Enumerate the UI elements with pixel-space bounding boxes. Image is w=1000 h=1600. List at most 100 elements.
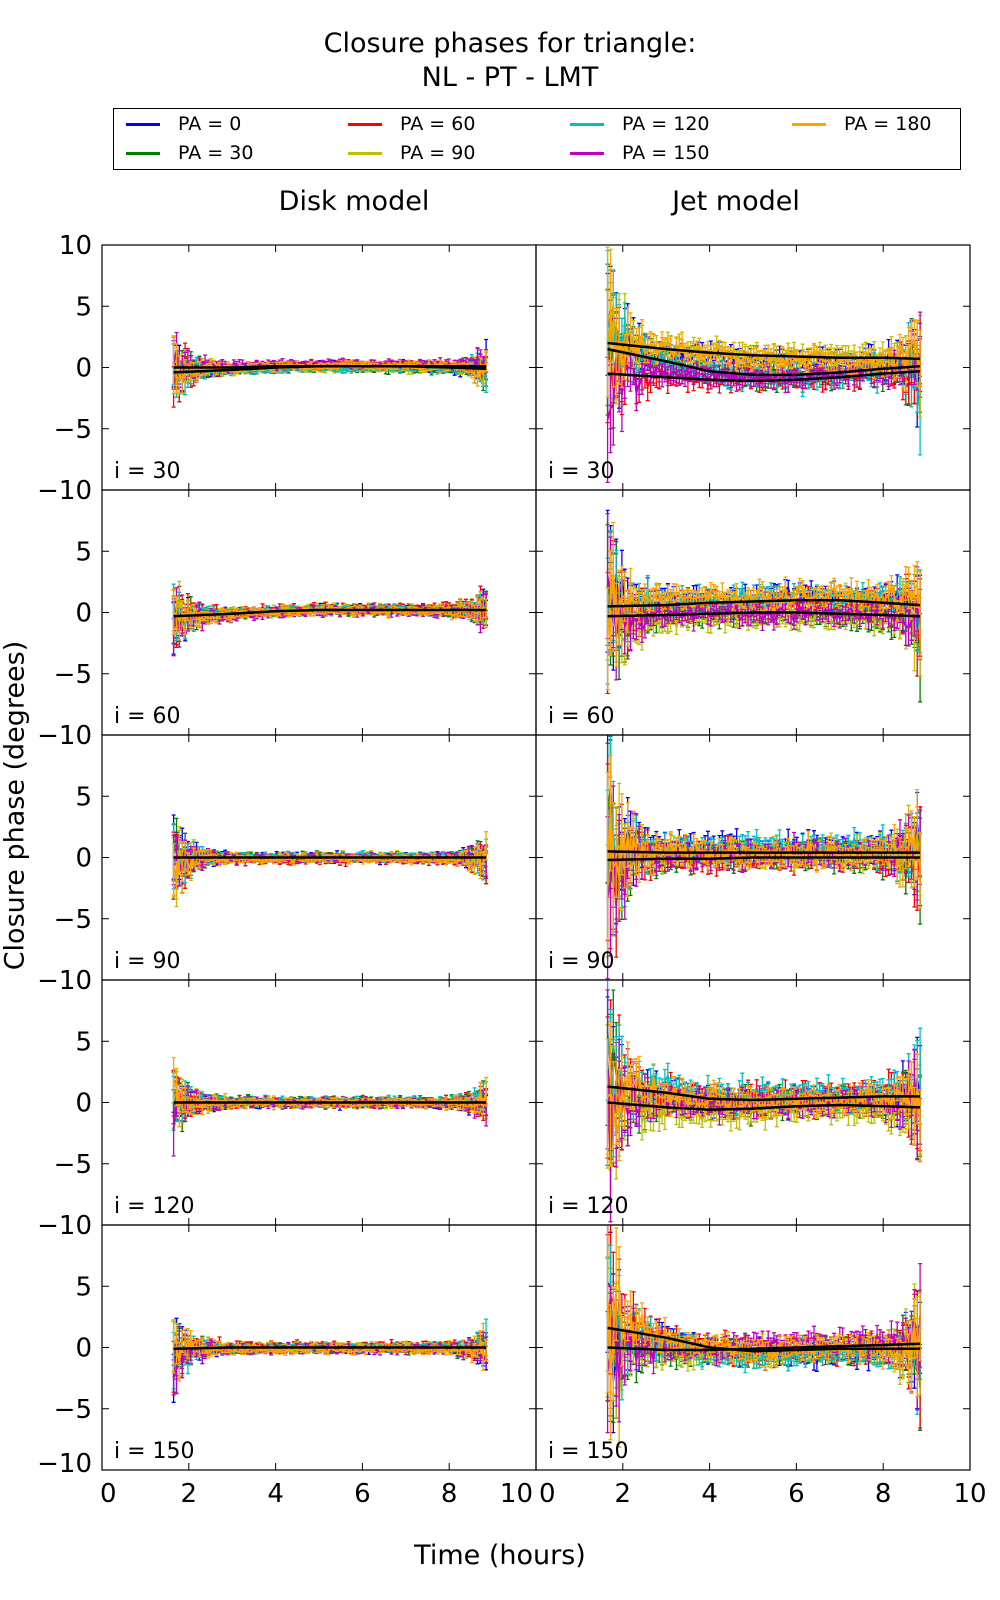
error-bars-series-6 [605, 1225, 923, 1441]
panel-label: i = 120 [548, 1194, 629, 1219]
panel-label: i = 150 [114, 1439, 195, 1464]
panel-label: i = 90 [548, 949, 615, 974]
y-tick-label: −10 [37, 721, 92, 751]
y-tick-label: 5 [75, 782, 92, 812]
trend-line [607, 1342, 921, 1352]
panel-label: i = 60 [548, 704, 615, 729]
legend-entry: PA = 30 [126, 142, 253, 164]
trend-line [607, 850, 921, 854]
error-bars-series-0 [171, 1317, 489, 1403]
legend-swatch [570, 151, 604, 155]
x-tick-label: 6 [354, 1479, 371, 1509]
series-line-5 [606, 575, 921, 638]
chart-subtitle: NL - PT - LMT [421, 62, 599, 93]
x-tick-label: 4 [267, 1479, 284, 1509]
x-tick-label: 6 [788, 1479, 805, 1509]
panel-label: i = 30 [548, 459, 615, 484]
legend-label: PA = 90 [400, 142, 476, 164]
chart-title: Closure phases for triangle: [323, 28, 697, 59]
series-line-3 [606, 1087, 921, 1137]
x-axis-label: Time (hours) [414, 1540, 586, 1571]
column-title-jet: Jet model [672, 186, 800, 217]
trend-line [607, 1085, 921, 1102]
y-tick-label: 5 [75, 292, 92, 322]
panel-label: i = 120 [114, 1194, 195, 1219]
panel-label: i = 150 [548, 1439, 629, 1464]
panel-disk-i120 [171, 1056, 489, 1157]
legend-swatch [792, 122, 826, 126]
trend-line [607, 611, 921, 618]
error-bars-series-5 [605, 785, 923, 980]
trend-line [607, 856, 921, 862]
legend-swatch [348, 151, 382, 155]
trend-line [173, 365, 487, 369]
trend-line [607, 599, 921, 608]
error-bars-series-2 [171, 342, 489, 408]
error-bars-series-0 [171, 814, 489, 881]
panel-disk-i60 [171, 580, 489, 657]
x-tick-label: 10 [500, 1479, 533, 1509]
y-tick-label: −10 [37, 966, 92, 996]
legend-label: PA = 30 [178, 142, 254, 164]
column-title-disk: Disk model [278, 186, 430, 217]
x-tick-label: 0 [100, 1479, 117, 1509]
x-tick-label: 8 [441, 1479, 458, 1509]
trend-line [607, 347, 921, 377]
legend-label: PA = 180 [844, 113, 932, 135]
y-tick-label: −5 [54, 1150, 92, 1180]
x-tick-label: 8 [875, 1479, 892, 1509]
x-tick-label: 2 [615, 1479, 632, 1509]
legend-label: PA = 60 [400, 113, 476, 135]
y-tick-label: 0 [75, 354, 92, 384]
y-tick-label: −5 [54, 905, 92, 935]
legend-entry: PA = 180 [792, 113, 932, 135]
trend-line [607, 369, 921, 383]
y-tick-label: 0 [75, 1334, 92, 1364]
panel-jet-i120 [605, 980, 923, 1223]
trend-line [173, 608, 487, 618]
legend-label: PA = 120 [622, 113, 710, 135]
y-tick-label: 5 [75, 537, 92, 567]
trend-line [607, 341, 921, 361]
legend-entry: PA = 120 [570, 113, 710, 135]
y-tick-label: 0 [75, 1089, 92, 1119]
y-tick-label: −10 [37, 1449, 92, 1479]
y-tick-label: 5 [75, 1027, 92, 1057]
legend-entry: PA = 150 [570, 142, 710, 164]
y-tick-label: −5 [54, 1395, 92, 1425]
panel-jet-i60 [605, 509, 923, 703]
y-tick-label: −5 [54, 660, 92, 690]
legend-entry: PA = 60 [348, 113, 475, 135]
series-line-6 [606, 1073, 921, 1126]
legend-swatch [126, 151, 160, 155]
legend-label: PA = 0 [178, 113, 242, 135]
panel-jet-i150 [605, 1225, 923, 1448]
panel-label: i = 90 [114, 949, 181, 974]
panel-disk-i30 [171, 331, 489, 408]
panel-disk-i90 [171, 814, 489, 908]
y-tick-label: 0 [75, 844, 92, 874]
trend-line [607, 1326, 921, 1353]
y-tick-label: 0 [75, 599, 92, 629]
y-tick-label: 10 [59, 231, 92, 261]
panel-label: i = 60 [114, 704, 181, 729]
legend-swatch [348, 122, 382, 126]
error-bars-series-6 [171, 825, 489, 900]
x-tick-label: 0 [539, 1479, 556, 1509]
panel-jet-i30 [605, 246, 923, 484]
error-bars-series-1 [171, 817, 489, 885]
legend-swatch [126, 122, 160, 126]
error-bars-series-0 [605, 1225, 923, 1434]
legend-entry: PA = 0 [126, 113, 241, 135]
y-tick-label: −10 [37, 476, 92, 506]
panel-label: i = 30 [114, 459, 181, 484]
y-tick-label: 5 [75, 1272, 92, 1302]
series-line-6 [606, 573, 921, 639]
legend-swatch [570, 122, 604, 126]
y-tick-label: −10 [37, 1211, 92, 1241]
error-bars-series-4 [171, 1318, 489, 1395]
legend: PA = 0 PA = 30 PA = 60 PA = 90 PA = 120 PA = … [113, 108, 961, 170]
legend-entry: PA = 90 [348, 142, 475, 164]
series-line-6 [606, 1278, 921, 1373]
